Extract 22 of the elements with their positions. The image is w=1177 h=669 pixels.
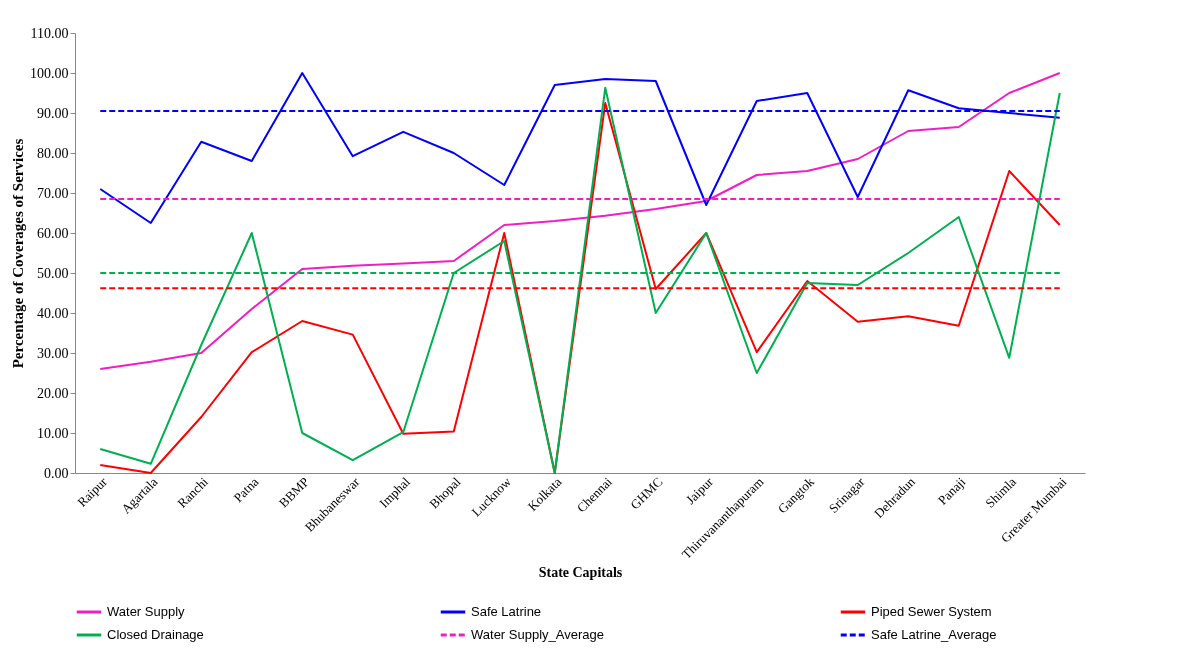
y-axis-title: Percentage of Coverages of Services bbox=[10, 138, 26, 369]
y-tick-label: 0.00 bbox=[44, 465, 69, 481]
legend-label: Piped Sewer System bbox=[871, 604, 992, 619]
x-axis-title: State Capitals bbox=[538, 564, 623, 580]
y-tick-label: 50.00 bbox=[37, 265, 69, 281]
line-series bbox=[99, 72, 1061, 224]
y-tick-label: 110.00 bbox=[30, 25, 69, 41]
y-tick-label: 80.00 bbox=[37, 145, 69, 161]
y-tick-label: 30.00 bbox=[37, 345, 69, 361]
legend-label: Water Supply_Average bbox=[471, 627, 604, 642]
y-tick-label: 40.00 bbox=[37, 305, 69, 321]
line-series bbox=[99, 72, 1061, 370]
y-tick-label: 60.00 bbox=[37, 225, 69, 241]
y-tick-label: 70.00 bbox=[37, 185, 69, 201]
y-tick-label: 20.00 bbox=[37, 385, 69, 401]
legend-label: Water Supply bbox=[107, 604, 186, 619]
legend-label: Safe Latrine bbox=[471, 604, 542, 619]
y-tick-label: 10.00 bbox=[37, 425, 69, 441]
legend-label: Closed Drainage bbox=[107, 627, 204, 642]
y-tick-label: 90.00 bbox=[37, 105, 69, 121]
legend-label: Safe Latrine_Average bbox=[871, 627, 997, 642]
y-tick-label: 100.00 bbox=[30, 65, 69, 81]
